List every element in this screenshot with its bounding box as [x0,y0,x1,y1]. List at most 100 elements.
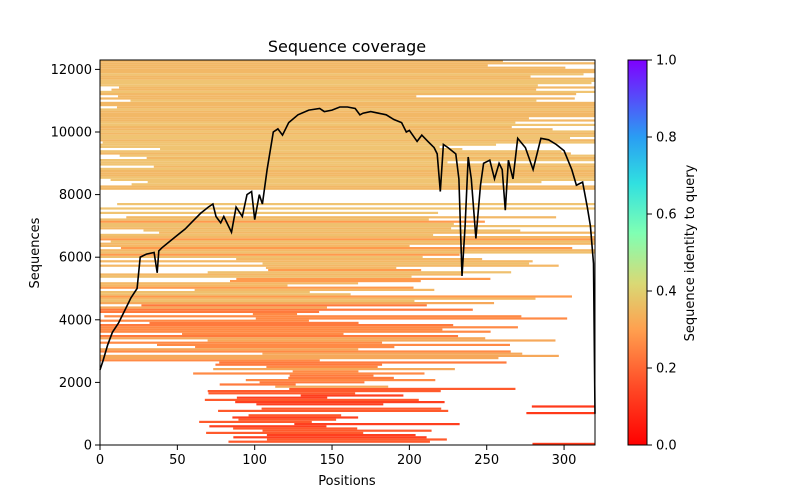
heatmap-row [229,280,421,283]
heatmap-row [100,187,595,190]
colorbar [627,59,648,446]
heatmap-row [100,238,595,241]
heatmap-row [100,330,491,333]
heatmap-row [245,379,436,382]
heatmap-row [126,216,557,219]
heatmap-row [100,130,595,133]
heatmap-row [119,154,595,157]
heatmap-row [255,317,568,320]
heatmap-row [100,128,553,131]
coverage-line [99,106,596,414]
heatmap-row [100,152,571,155]
heatmap-row [268,269,422,272]
heatmap-row [100,222,454,225]
x-tick-label: 250 [474,453,499,468]
heatmap-row [100,326,518,329]
heatmap-row [157,343,510,346]
heatmap-row [100,328,443,331]
coverage-heatmap [100,60,595,445]
heatmap-row [100,255,423,258]
heatmap-row [100,66,566,69]
heatmap-row [100,236,595,239]
heatmap-row [147,181,542,184]
heatmap-row [256,403,384,406]
heatmap-row [100,295,572,298]
x-axis-label: Positions [318,474,376,489]
heatmap-row [100,282,359,285]
heatmap-row [100,319,309,322]
x-tick-label: 200 [397,453,422,468]
heatmap-row [531,405,595,408]
heatmap-row [236,277,491,280]
heatmap-row [199,420,312,423]
heatmap-row [104,315,522,318]
heatmap-row [100,82,592,85]
heatmap-row [118,86,595,89]
heatmap-row [195,346,395,349]
heatmap-row [100,119,595,122]
heatmap-row [100,167,595,170]
heatmap-row [193,372,425,375]
heatmap-row [100,143,497,146]
heatmap-row [194,288,435,291]
heatmap-row [100,324,454,327]
heatmap-row [100,337,486,340]
heatmap-row [228,440,430,443]
heatmap-row [100,220,485,223]
heatmap-row [215,363,383,366]
heatmap-row [100,137,571,140]
heatmap-row [100,207,595,210]
chart-title: Sequence coverage [268,37,426,56]
heatmap-row [100,84,538,87]
heatmap-row [100,163,595,166]
heatmap-row [100,145,440,148]
heatmap-row [102,141,595,144]
heatmap-row [100,264,559,267]
heatmap-row [111,88,537,91]
heatmap-row [100,251,595,254]
heatmap-row [100,176,595,179]
heatmap-row [235,401,445,404]
heatmap-row [100,293,351,296]
heatmap-row [100,110,595,113]
y-axis: 0 2000 4000 6000 8000 10000 12000 [51,63,100,454]
heatmap-row [100,60,503,63]
heatmap-row [266,365,378,368]
heatmap-row [209,425,327,428]
plot-frame [99,59,596,446]
heatmap-row [262,262,530,265]
heatmap-row [238,418,337,421]
heatmap-row [100,350,511,353]
colorbar-tick-label: 0.0 [656,439,677,454]
heatmap-row [266,434,416,437]
heatmap-row [252,313,298,316]
heatmap-row [100,211,439,214]
heatmap-row [236,396,328,399]
heatmap-row [149,321,359,324]
heatmap-row [100,260,533,263]
colorbar-tick-label: 0.2 [656,362,677,377]
heatmap-row [100,115,595,118]
heatmap-row [100,310,320,313]
heatmap-row [141,304,427,307]
heatmap-row [100,357,499,360]
heatmap-row [100,75,531,78]
y-tick-label: 12000 [51,63,92,78]
heatmap-row [300,394,404,397]
heatmap-row [207,390,441,393]
heatmap-row [207,339,556,342]
heatmap-row [100,68,595,71]
heatmap-row [116,106,595,109]
heatmap-row [100,62,595,65]
heatmap-row [100,112,595,115]
colorbar-axis: 0.0 0.2 0.4 0.6 0.8 1.0 [647,54,677,454]
y-tick-label: 0 [84,439,92,454]
heatmap-row [131,183,482,186]
heatmap-row [206,431,364,434]
heatmap-row [110,240,595,243]
heatmap-row [294,423,460,426]
heatmap-row [100,79,595,82]
heatmap-row [143,229,521,232]
y-axis-label: Sequences [28,217,43,288]
